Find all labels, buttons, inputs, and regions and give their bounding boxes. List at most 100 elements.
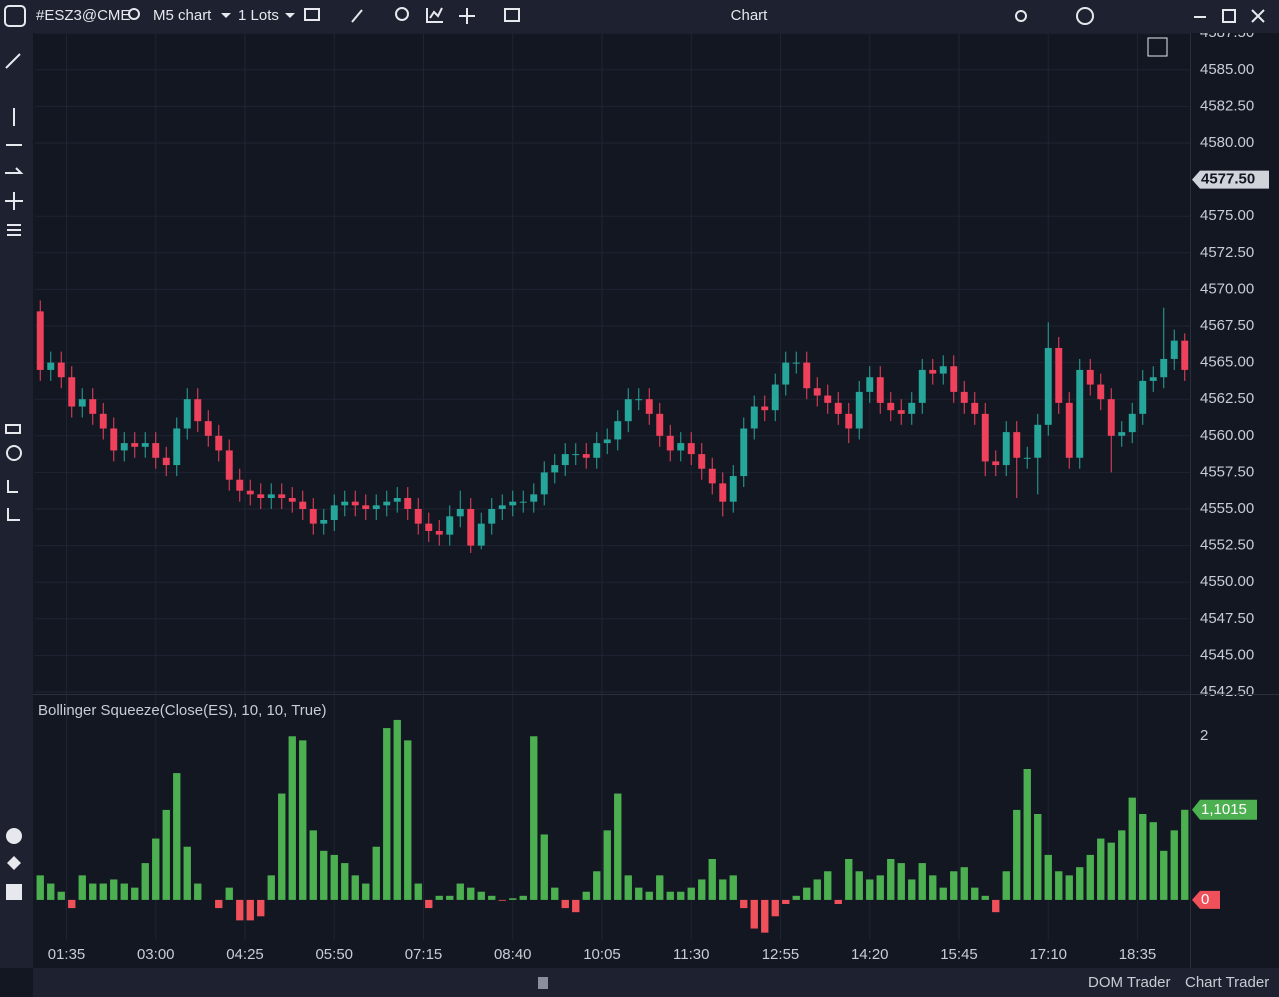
x-tick-label: 01:35 xyxy=(48,946,86,963)
histogram-bar xyxy=(393,719,401,900)
y-tick-label: 4560.00 xyxy=(1200,427,1254,444)
trade-icon[interactable] xyxy=(304,8,320,21)
histogram-bar xyxy=(918,863,926,900)
y-tick-label: 4567.50 xyxy=(1200,317,1254,334)
histogram-bar xyxy=(68,899,76,909)
histogram-bar xyxy=(729,875,737,900)
histogram-bar xyxy=(992,899,1000,913)
histogram-bar xyxy=(383,728,391,900)
app-icon[interactable] xyxy=(4,5,26,27)
candle-body xyxy=(183,399,191,429)
histogram-bar xyxy=(939,887,947,900)
scroll-thumb[interactable] xyxy=(538,977,548,989)
histogram-bar xyxy=(1076,867,1084,900)
histogram-bar xyxy=(572,899,580,913)
timeframe[interactable]: M5 chart xyxy=(153,7,212,24)
candle-body xyxy=(435,530,443,535)
scroll-end-button[interactable] xyxy=(1147,37,1168,57)
dropdown[interactable] xyxy=(221,13,231,18)
candle-body xyxy=(929,369,937,374)
circle-tool[interactable] xyxy=(6,445,22,461)
draw-icon[interactable] xyxy=(351,9,363,23)
candle-body xyxy=(603,439,611,444)
diamond-tool[interactable] xyxy=(7,856,21,870)
histogram-bar xyxy=(687,887,695,900)
candle-body xyxy=(729,476,737,502)
histogram-bar xyxy=(540,834,548,900)
candle-body xyxy=(792,362,800,364)
histogram-bar xyxy=(677,891,685,900)
histogram-bar xyxy=(194,883,202,900)
maximize[interactable] xyxy=(1222,9,1236,23)
histogram-bar xyxy=(824,871,832,900)
y-tick-label: 4562.50 xyxy=(1200,390,1254,407)
y-tick-label: 4565.00 xyxy=(1200,354,1254,371)
candle-body xyxy=(719,483,727,502)
candle-body xyxy=(845,413,853,429)
histogram-bar xyxy=(761,899,769,933)
histogram-bar xyxy=(645,891,653,900)
zero-badge xyxy=(1192,890,1220,909)
x-tick-label: 12:55 xyxy=(762,946,800,963)
chart-trader-tab[interactable]: Chart Trader xyxy=(1185,974,1269,991)
square-tool[interactable] xyxy=(6,884,22,900)
histogram-bar xyxy=(1181,809,1189,900)
candle-body xyxy=(152,443,160,458)
histogram-bar xyxy=(131,887,139,900)
histogram-bar xyxy=(225,887,233,900)
x-tick-label: 18:35 xyxy=(1119,946,1157,963)
candle-body xyxy=(141,443,149,447)
camera-icon[interactable] xyxy=(1015,10,1027,22)
histogram-bar xyxy=(120,883,128,900)
candle-body xyxy=(1107,399,1115,436)
y-tick-label: 4550.00 xyxy=(1200,573,1254,590)
candle-body xyxy=(1097,384,1105,400)
window-icon[interactable] xyxy=(504,8,520,22)
dropdown[interactable] xyxy=(285,13,295,18)
bottom-bar: DOM Trader Chart Trader xyxy=(33,968,1279,997)
dot-tool[interactable] xyxy=(6,828,22,844)
candle-body xyxy=(1170,340,1178,359)
candle-body xyxy=(320,519,328,524)
dom-trader-tab[interactable]: DOM Trader xyxy=(1088,974,1171,991)
histogram-bar xyxy=(698,879,706,900)
candle-body xyxy=(446,516,454,535)
histogram-bar xyxy=(162,809,170,900)
y-tick-label: 4547.50 xyxy=(1200,610,1254,627)
plot-layer: 01:35 03:00 04:25 05:50 07:15 08:40 10:05 11:30… xyxy=(35,24,1269,963)
indicator-icon[interactable] xyxy=(426,7,443,23)
candle-body xyxy=(519,501,527,503)
add-icon[interactable] xyxy=(459,8,475,24)
symbol[interactable]: #ESZ3@CME xyxy=(36,7,130,24)
candle-body xyxy=(1139,380,1147,414)
histogram-bar xyxy=(1034,814,1042,900)
candle-body xyxy=(509,501,517,506)
close[interactable] xyxy=(1251,9,1265,23)
candle-body xyxy=(131,443,139,447)
record-icon[interactable] xyxy=(1076,7,1094,25)
candle-body xyxy=(866,377,874,392)
price-marker-badge xyxy=(1192,170,1269,189)
histogram-bar xyxy=(614,793,622,900)
x-tick-label: 11:30 xyxy=(673,946,709,963)
histogram-bar xyxy=(330,854,338,900)
candle-body xyxy=(645,399,653,414)
histogram-bar xyxy=(1097,838,1105,900)
x-tick-label: 07:15 xyxy=(405,946,443,963)
histogram-bar xyxy=(866,879,874,900)
search-icon[interactable] xyxy=(128,8,140,20)
lots[interactable]: 1 Lots xyxy=(238,7,279,24)
candle-body xyxy=(540,472,548,495)
candle-body xyxy=(1065,402,1073,458)
candle-body xyxy=(278,494,286,499)
zoom-icon[interactable] xyxy=(395,7,409,21)
candle-body xyxy=(582,454,590,458)
candle-body xyxy=(708,468,716,484)
histogram-bar xyxy=(36,875,44,900)
y-tick-label: 4582.50 xyxy=(1200,97,1254,114)
histogram-bar xyxy=(246,899,254,921)
candle-body xyxy=(78,399,86,407)
histogram-bar xyxy=(215,899,223,909)
x-tick-label: 05:50 xyxy=(315,946,353,963)
